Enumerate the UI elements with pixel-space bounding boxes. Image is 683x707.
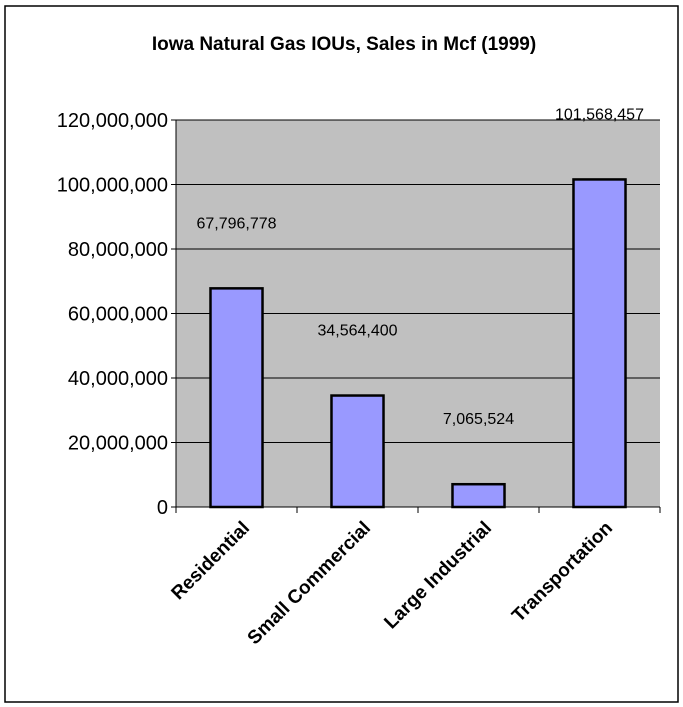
y-tick-label: 0: [157, 497, 168, 519]
data-label: 34,564,400: [317, 323, 397, 340]
chart-title: Iowa Natural Gas IOUs, Sales in Mcf (199…: [152, 34, 536, 55]
bar: [330, 394, 385, 509]
bar: [572, 178, 627, 509]
y-tick-label: 20,000,000: [68, 433, 168, 455]
data-label: 7,065,524: [443, 411, 514, 428]
y-tick-label: 80,000,000: [68, 239, 168, 261]
y-tick-label: 60,000,000: [68, 304, 168, 326]
plot-area: 0 20,000,000 40,000,000 60,000,000 80,000,00…: [57, 106, 661, 649]
data-label: 67,796,778: [196, 215, 276, 232]
bar: [209, 287, 264, 509]
y-tick-label: 40,000,000: [68, 368, 168, 390]
data-label: 101,568,457: [555, 106, 644, 123]
y-tick-label: 120,000,000: [57, 110, 168, 132]
y-tick-label: 100,000,000: [57, 175, 168, 197]
bar: [451, 482, 506, 509]
